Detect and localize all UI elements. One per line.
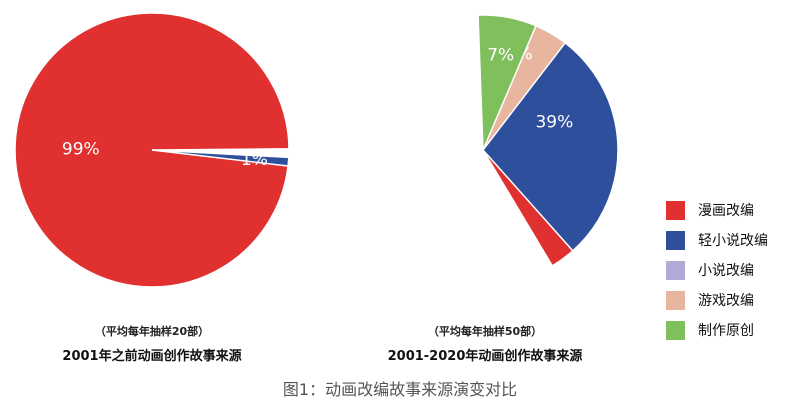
pie-slice-label: 39% <box>535 112 573 132</box>
pie-outline <box>347 14 619 286</box>
legend-label: 漫画改编 <box>698 203 754 219</box>
legend-swatch <box>666 230 685 250</box>
legend-label: 轻小说改编 <box>698 233 768 249</box>
chart-1-subtitle: （平均每年抽样20部） <box>94 325 210 338</box>
legend-item: 游戏改编 <box>666 285 768 315</box>
legend: 漫画改编 轻小说改编 小说改编 游戏改编 制作原创 <box>666 195 768 345</box>
pie-slice-label: 99% <box>62 139 100 159</box>
legend-item: 漫画改编 <box>666 195 768 225</box>
legend-swatch <box>666 260 685 280</box>
pie-chart-before-2001: 99% 1% <box>14 12 290 288</box>
legend-item: 小说改编 <box>666 255 768 285</box>
pie-outline <box>14 12 290 288</box>
legend-item: 制作原创 <box>666 315 768 345</box>
legend-label: 制作原创 <box>698 323 754 339</box>
legend-item: 轻小说改编 <box>666 225 768 255</box>
legend-swatch <box>666 320 685 340</box>
legend-label: 小说改编 <box>698 263 754 279</box>
chart-2-subtitle: （平均每年抽样50部） <box>427 325 543 338</box>
pie-slice-label: 1% <box>241 150 268 170</box>
figure-caption: 图1：动画改编故事来源演变对比 <box>282 380 518 399</box>
chart-2-title: 2001-2020年动画创作故事来源 <box>387 349 583 364</box>
legend-label: 游戏改编 <box>698 293 754 309</box>
pie-slice-label: 7% <box>487 45 514 65</box>
legend-swatch <box>666 200 685 220</box>
legend-swatch <box>666 290 685 310</box>
chart-1-title: 2001年之前动画创作故事来源 <box>62 349 242 364</box>
pie-chart-2001-2020: 42%39%11%1%7% <box>347 14 619 286</box>
